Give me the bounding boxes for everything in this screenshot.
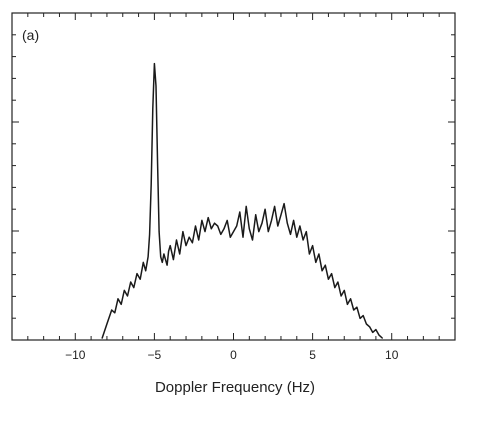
x-tick-label: −5: [148, 348, 162, 362]
axis-ticks: [12, 13, 455, 340]
x-tick-label: −10: [65, 348, 86, 362]
x-tick-label: 0: [230, 348, 237, 362]
x-tick-labels: −10 −5 0 5 10: [65, 348, 399, 362]
plot-frame: [11, 12, 456, 341]
panel-label: (a): [22, 27, 39, 43]
doppler-spectrum-line: [101, 62, 383, 339]
x-tick-label: 10: [385, 348, 399, 362]
x-tick-label: 5: [309, 348, 316, 362]
x-axis-label: Doppler Frequency (Hz): [155, 379, 315, 396]
